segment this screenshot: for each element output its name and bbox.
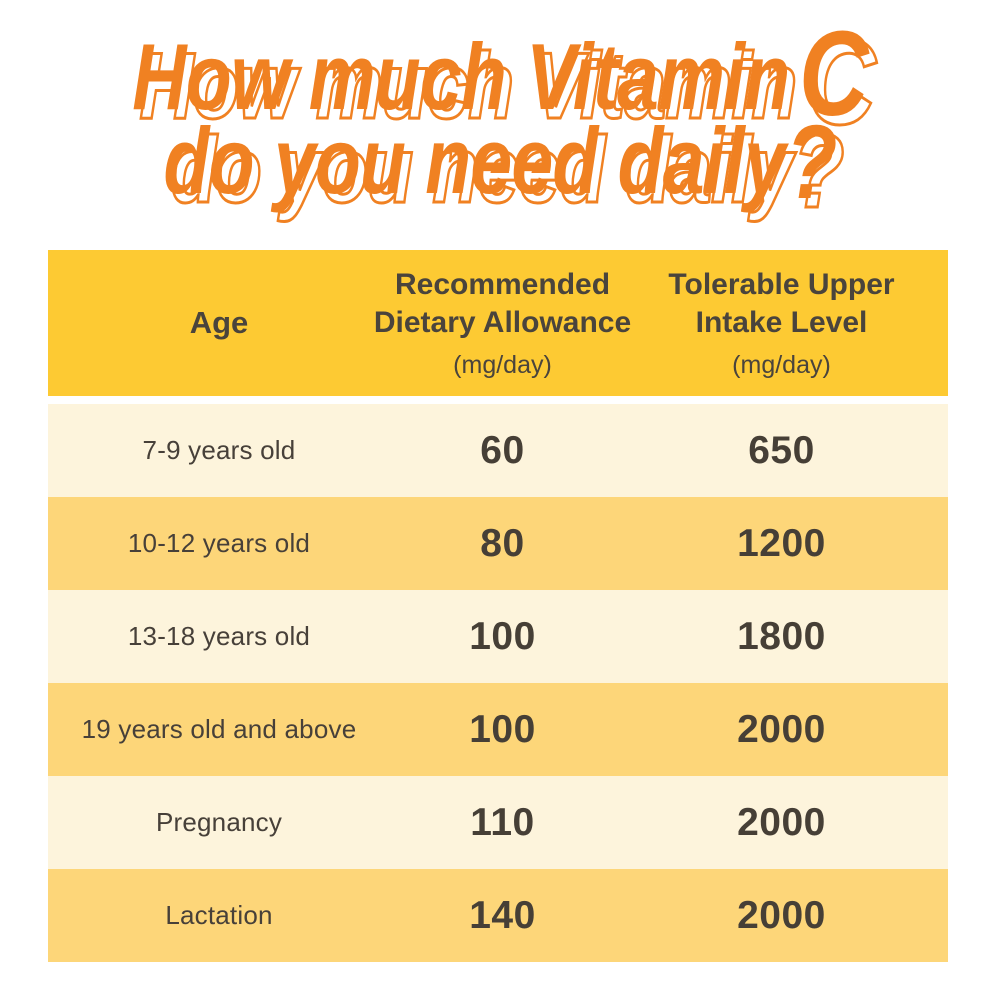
ul-cell: 2000 bbox=[737, 893, 826, 937]
title-line-2-outline: do you need daily? bbox=[107, 118, 907, 226]
age-cell: 7-9 years old bbox=[142, 435, 296, 465]
header-rda-line2: Dietary Allowance bbox=[373, 306, 632, 339]
age-cell: 19 years old and above bbox=[81, 714, 357, 744]
vitamin-c-table: Age Recommended Dietary Allowance (mg/da… bbox=[48, 250, 948, 962]
table-row: 10-12 years old 80 1200 bbox=[48, 497, 948, 590]
rda-cell: 100 bbox=[469, 707, 536, 751]
title-line-1-fill: How much VitaminC bbox=[132, 14, 868, 134]
table-row: 19 years old and above 100 2000 bbox=[48, 683, 948, 776]
ul-cell: 2000 bbox=[737, 800, 826, 844]
rda-cell: 80 bbox=[480, 521, 525, 565]
title-accent-question: ? bbox=[792, 113, 846, 231]
title-line-2-fill: do you need daily? bbox=[163, 107, 837, 215]
page-title: How much VitaminC How much VitaminC do y… bbox=[0, 14, 1000, 226]
ul-cell: 1200 bbox=[737, 521, 826, 565]
ul-cell: 1800 bbox=[737, 614, 826, 658]
rda-cell: 140 bbox=[469, 893, 536, 937]
age-cell: Pregnancy bbox=[155, 807, 283, 837]
table-row: 7-9 years old 60 650 bbox=[48, 404, 948, 497]
header-age-label: Age bbox=[189, 305, 249, 340]
header-ul-line2: Intake Level bbox=[695, 306, 868, 339]
header-rda-line1: Recommended bbox=[394, 268, 611, 301]
rda-cell: 100 bbox=[469, 614, 536, 658]
ul-cell: 2000 bbox=[737, 707, 826, 751]
title-line-1-text: How much Vitamin bbox=[132, 23, 790, 129]
title-line-2-text: do you need daily bbox=[169, 116, 794, 222]
header-ul: Tolerable Upper Intake Level (mg/day) bbox=[615, 266, 948, 380]
age-cell: 13-18 years old bbox=[127, 621, 311, 651]
title-line-1: How much VitaminC How much VitaminC bbox=[100, 14, 900, 145]
title-accent-question: ? bbox=[785, 104, 837, 222]
title-line-2-text: do you need daily bbox=[163, 107, 786, 213]
header-age: Age bbox=[48, 305, 390, 341]
title-line-1-text: How much Vitamin bbox=[138, 32, 798, 138]
table-body: 7-9 years old 60 650 10-12 years old 80 … bbox=[48, 404, 948, 962]
title-accent-c: C bbox=[805, 16, 877, 150]
header-rda-unit: (mg/day) bbox=[453, 351, 552, 379]
age-cell: Lactation bbox=[165, 900, 273, 930]
title-line-1-outline: How much VitaminC bbox=[107, 21, 907, 144]
table-row: Pregnancy 110 2000 bbox=[48, 776, 948, 869]
table-header-row: Age Recommended Dietary Allowance (mg/da… bbox=[48, 250, 948, 396]
title-line-2: do you need daily? do you need daily? bbox=[100, 110, 900, 226]
ul-cell: 650 bbox=[748, 428, 815, 472]
rda-cell: 110 bbox=[470, 800, 535, 844]
header-ul-line1: Tolerable Upper bbox=[668, 268, 895, 301]
age-cell: 10-12 years old bbox=[127, 528, 311, 558]
rda-cell: 60 bbox=[480, 428, 525, 472]
title-accent-c: C bbox=[799, 7, 869, 141]
table-row: 13-18 years old 100 1800 bbox=[48, 590, 948, 683]
table-row: Lactation 140 2000 bbox=[48, 869, 948, 962]
header-rda: Recommended Dietary Allowance (mg/day) bbox=[374, 266, 631, 380]
header-ul-unit: (mg/day) bbox=[732, 351, 831, 379]
